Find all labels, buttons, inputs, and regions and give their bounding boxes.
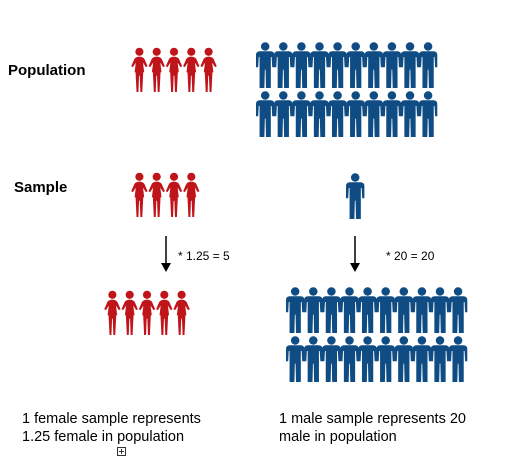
male-figure-icon: [286, 336, 305, 382]
male-figure-icon: [400, 91, 420, 137]
male-figure-icon: [376, 336, 395, 382]
male-figure-icon: [430, 336, 450, 382]
male-figure-icon: [394, 287, 413, 333]
arrow-down-icon: [350, 236, 360, 272]
female-figure-icon: [131, 47, 148, 92]
female-figure-icon: [165, 172, 183, 217]
sample-label: Sample: [14, 179, 68, 196]
female-figure-icon: [138, 290, 156, 335]
female-figure-icon: [200, 47, 217, 92]
male-figure-icon: [292, 42, 311, 88]
male-caption-line1: 1 male sample represents 20: [279, 411, 466, 427]
female-caption-line2: 1.25 female in population: [22, 429, 185, 445]
male-multiplier: * 20 = 20: [386, 249, 435, 263]
male-figure-icon: [286, 287, 305, 333]
male-figure-icon: [358, 287, 377, 333]
male-figure-icon: [322, 336, 341, 382]
male-figure-icon: [394, 336, 413, 382]
male-figure-icon: [340, 336, 359, 382]
male-figure-icon: [358, 336, 377, 382]
female-figure-icon: [183, 172, 200, 217]
female-figure-icon: [104, 290, 121, 335]
female-figure-icon: [148, 172, 165, 217]
male-figure-icon: [364, 91, 383, 137]
male-figure-icon: [256, 42, 275, 88]
male-figure-icon: [274, 91, 293, 137]
weighted-female-group: [104, 290, 190, 335]
female-figure-icon: [148, 47, 165, 92]
female-figure-icon: [173, 290, 190, 335]
population-male-group: [256, 42, 438, 137]
male-figure-icon: [304, 336, 323, 382]
male-figure-icon: [310, 42, 329, 88]
male-figure-icon: [412, 336, 432, 382]
population-female-group: [131, 47, 217, 92]
male-figure-icon: [292, 91, 311, 137]
male-figure-icon: [418, 91, 438, 137]
female-caption: 1 female sample represents 1.25 female i…: [22, 410, 201, 446]
expand-box-icon[interactable]: [117, 447, 126, 456]
weighted-male-group: [286, 287, 468, 382]
male-figure-icon: [256, 91, 275, 137]
arrow-down-icon: [161, 236, 171, 272]
male-figure-icon: [376, 287, 395, 333]
sample-female-group: [131, 172, 200, 217]
male-figure-icon: [400, 42, 420, 88]
male-figure-icon: [310, 91, 329, 137]
population-label: Population: [8, 62, 86, 79]
male-figure-icon: [382, 91, 402, 137]
female-figure-icon: [156, 290, 173, 335]
male-figure-icon: [346, 42, 365, 88]
male-figure-icon: [328, 91, 347, 137]
male-figure-icon: [382, 42, 402, 88]
male-figure-icon: [364, 42, 383, 88]
female-multiplier: * 1.25 = 5: [178, 249, 230, 263]
male-caption-line2: male in population: [279, 429, 397, 445]
male-figure-icon: [346, 173, 365, 219]
male-figure-icon: [322, 287, 341, 333]
male-figure-icon: [448, 336, 468, 382]
male-figure-icon: [430, 287, 450, 333]
sample-male-group: [346, 173, 365, 219]
male-figure-icon: [346, 91, 365, 137]
female-figure-icon: [121, 290, 138, 335]
male-caption: 1 male sample represents 20 male in popu…: [279, 410, 466, 446]
male-figure-icon: [274, 42, 293, 88]
female-figure-icon: [183, 47, 200, 92]
female-figure-icon: [131, 172, 148, 217]
male-figure-icon: [340, 287, 359, 333]
male-figure-icon: [448, 287, 468, 333]
male-figure-icon: [418, 42, 438, 88]
male-figure-icon: [412, 287, 432, 333]
male-figure-icon: [328, 42, 347, 88]
male-figure-icon: [304, 287, 323, 333]
female-figure-icon: [165, 47, 183, 92]
female-caption-line1: 1 female sample represents: [22, 411, 201, 427]
